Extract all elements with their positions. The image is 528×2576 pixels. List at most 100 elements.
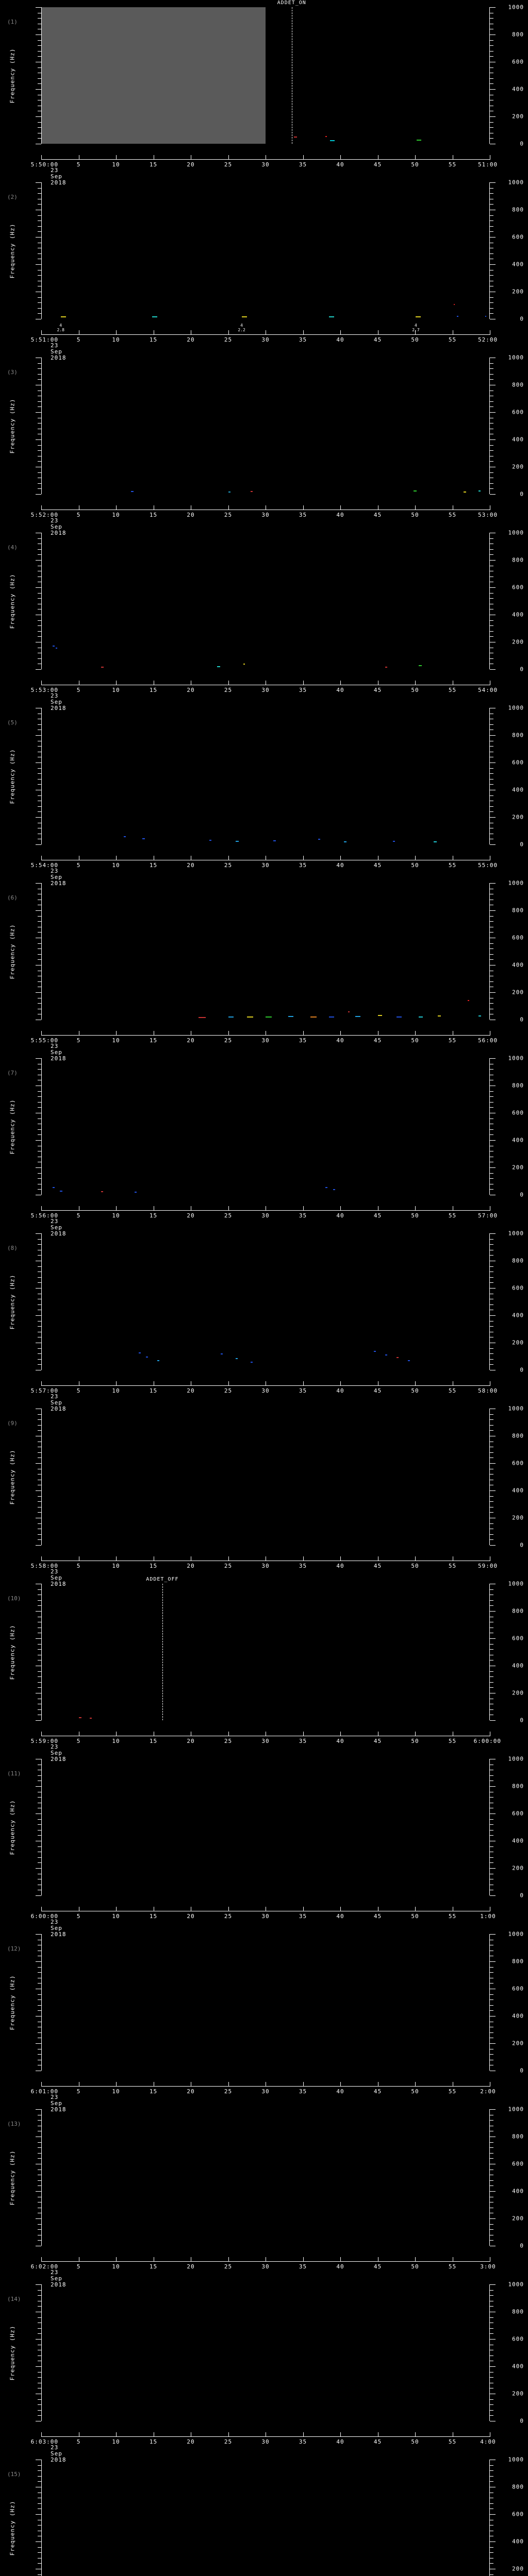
detection-mark[interactable] <box>437 1015 441 1017</box>
detection-mark[interactable] <box>329 316 335 318</box>
detection-mark[interactable] <box>236 841 239 842</box>
plot-area[interactable] <box>41 358 490 494</box>
detection-mark[interactable] <box>416 140 421 141</box>
y-tick-minor <box>38 1643 41 1645</box>
y-tick-major-right <box>490 883 496 884</box>
plot-area[interactable] <box>41 1759 490 1895</box>
plot-area[interactable] <box>41 2460 490 2576</box>
detection-mark[interactable] <box>329 1016 335 1018</box>
detection-mark[interactable] <box>266 1016 272 1018</box>
detection-mark[interactable] <box>464 491 467 493</box>
detection-mark[interactable] <box>478 1015 482 1017</box>
detection-mark[interactable] <box>228 491 230 493</box>
plot-area[interactable] <box>41 1584 490 1720</box>
y-tick-minor-right <box>490 1605 493 1606</box>
detection-mark[interactable] <box>392 840 395 842</box>
plot-area[interactable] <box>41 1058 490 1195</box>
y-tick-minor <box>38 768 41 769</box>
detection-mark[interactable] <box>396 1357 399 1358</box>
detection-mark[interactable] <box>90 1718 92 1719</box>
detection-mark[interactable] <box>251 491 253 493</box>
plot-area[interactable] <box>41 182 490 319</box>
detection-mark[interactable] <box>288 1016 293 1018</box>
detection-mark[interactable] <box>146 1356 148 1358</box>
detection-mark[interactable] <box>419 1016 423 1018</box>
plot-area[interactable] <box>41 533 490 669</box>
panel-number: (10) <box>7 1595 21 1602</box>
detection-mark[interactable] <box>246 1016 253 1018</box>
plot-area[interactable] <box>41 883 490 1020</box>
x-axis-date-stamp: 23 Sep 2018 <box>51 2269 67 2288</box>
y-tick-label: 0 <box>520 1191 524 1198</box>
detection-mark[interactable] <box>385 666 387 668</box>
detection-mark[interactable] <box>457 316 459 317</box>
detection-mark[interactable] <box>157 1360 159 1362</box>
detection-mark[interactable] <box>333 1189 335 1191</box>
detection-mark[interactable] <box>209 839 212 841</box>
detection-mark[interactable] <box>135 1191 137 1193</box>
detection-mark[interactable] <box>101 666 104 668</box>
detection-mark[interactable] <box>60 1191 63 1192</box>
detection-mark[interactable] <box>414 490 417 492</box>
detection-mark[interactable] <box>78 1717 81 1719</box>
detection-mark[interactable] <box>55 647 57 649</box>
detection-mark[interactable] <box>454 303 455 305</box>
detection-mark[interactable] <box>241 316 247 318</box>
detection-mark[interactable] <box>318 839 320 840</box>
detection-mark[interactable] <box>434 841 437 843</box>
detection-mark[interactable] <box>396 1016 402 1018</box>
detection-mark[interactable] <box>344 841 347 842</box>
detection-mark[interactable] <box>236 1358 238 1360</box>
y-tick-major-right <box>490 182 496 183</box>
x-tick <box>303 1381 304 1386</box>
detection-mark[interactable] <box>348 1011 350 1013</box>
detection-mark[interactable] <box>355 1016 360 1018</box>
x-tick-label: 5 <box>76 1563 81 1569</box>
x-axis-cap-left <box>41 856 42 860</box>
detection-mark[interactable] <box>310 1016 317 1018</box>
plot-area[interactable] <box>41 708 490 844</box>
y-tick-major-right <box>490 1720 496 1721</box>
detection-mark[interactable] <box>52 1187 55 1188</box>
detection-mark[interactable] <box>52 645 55 647</box>
detection-mark[interactable] <box>325 136 327 138</box>
detection-mark[interactable] <box>416 316 421 318</box>
detection-mark[interactable] <box>243 664 245 665</box>
detection-mark[interactable] <box>294 137 298 138</box>
y-tick-label: 1000 <box>508 354 524 361</box>
detection-mark[interactable] <box>385 1354 387 1355</box>
detection-mark[interactable] <box>467 999 469 1001</box>
detection-mark[interactable] <box>101 1191 103 1193</box>
detection-mark[interactable] <box>142 838 145 839</box>
detection-mark[interactable] <box>60 316 66 318</box>
detection-mark[interactable] <box>131 490 134 492</box>
x-tick-label: 30 <box>261 1913 270 1920</box>
detection-mark[interactable] <box>138 1352 141 1353</box>
detection-mark[interactable] <box>407 1360 410 1362</box>
plot-area[interactable] <box>41 2109 490 2246</box>
plot-area[interactable] <box>41 1409 490 1545</box>
plot-area[interactable] <box>41 2284 490 2421</box>
detection-mark[interactable] <box>251 1362 253 1363</box>
detection-mark[interactable] <box>374 1350 376 1352</box>
detection-mark[interactable] <box>478 490 481 492</box>
detection-mark[interactable] <box>485 315 487 317</box>
y-tick-label: 400 <box>512 261 524 268</box>
detection-mark[interactable] <box>377 1014 382 1016</box>
y-tick-label: 1000 <box>508 4 524 11</box>
detection-mark[interactable] <box>198 1016 206 1018</box>
detection-mark[interactable] <box>221 1353 223 1355</box>
y-tick-minor-right <box>490 406 493 408</box>
detection-mark[interactable] <box>329 140 335 142</box>
detection-mark[interactable] <box>325 1187 327 1188</box>
detection-mark[interactable] <box>273 840 276 842</box>
plot-area[interactable] <box>41 1233 490 1370</box>
detection-mark[interactable] <box>152 316 157 318</box>
x-tick-label: 55 <box>448 1212 457 1219</box>
plot-area[interactable] <box>41 1934 490 2071</box>
detection-mark[interactable] <box>123 836 126 838</box>
y-tick-minor <box>38 746 41 747</box>
detection-mark[interactable] <box>419 665 422 667</box>
detection-mark[interactable] <box>228 1016 234 1018</box>
detection-mark[interactable] <box>217 666 220 668</box>
